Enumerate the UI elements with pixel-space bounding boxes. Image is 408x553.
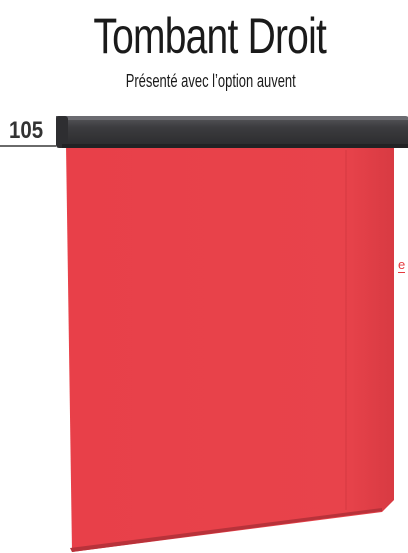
cassette-end-cap	[56, 116, 68, 148]
page-title: Tombant Droit	[93, 8, 327, 64]
awning-cassette	[56, 116, 408, 148]
cassette-top-highlight	[64, 116, 408, 120]
edge-link-fragment[interactable]: e	[398, 257, 406, 273]
awning-bottom-bar	[70, 508, 382, 552]
cassette-bottom-lip	[62, 144, 408, 148]
model-number-label: 105	[9, 117, 44, 144]
page-subtitle: Présenté avec l’option auvent	[125, 71, 296, 91]
awning-fabric	[66, 145, 394, 552]
model-number-underline	[0, 145, 56, 147]
